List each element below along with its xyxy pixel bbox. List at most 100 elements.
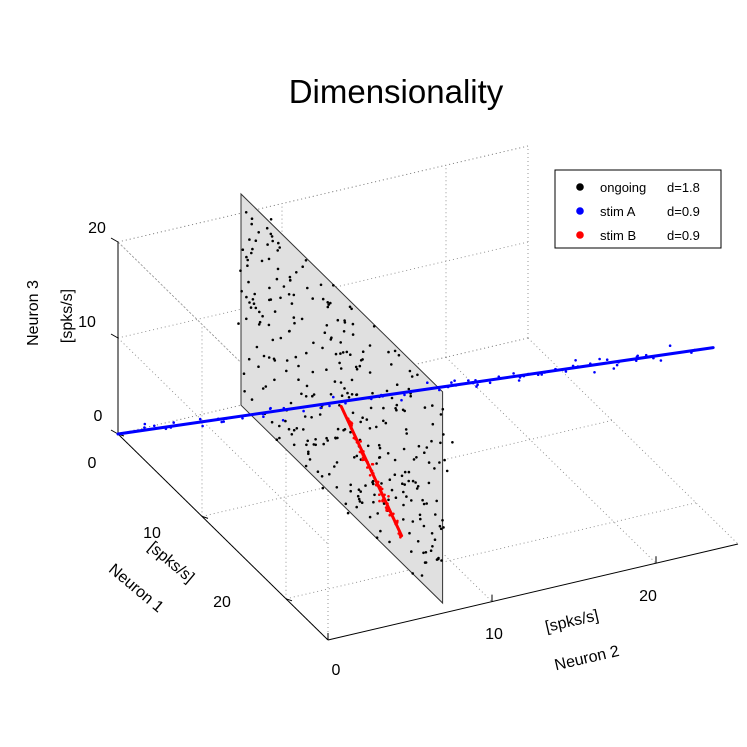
point-ongoing [416,485,420,488]
point-stim-a [636,354,639,358]
point-ongoing [372,325,376,328]
point-ongoing [395,408,398,412]
point-stim-a [319,406,323,410]
point-stim-a [153,424,156,428]
point-stim-a [564,370,568,373]
point-ongoing [250,251,253,255]
point-ongoing [326,439,330,442]
point-ongoing [356,494,360,498]
point-stim-b [368,474,372,477]
point-ongoing [359,420,363,424]
point-ongoing [349,483,353,487]
point-ongoing [312,443,316,446]
point-ongoing [257,231,261,234]
lines-layer [116,346,715,538]
points-layer [143,211,696,577]
point-ongoing [357,488,361,492]
point-ongoing [343,321,347,324]
point-ongoing [366,444,370,448]
point-ongoing [416,540,420,543]
point-ongoing [371,482,375,486]
point-ongoing [271,239,275,243]
point-ongoing [270,235,274,238]
point-ongoing [326,301,330,304]
point-stim-a [143,426,146,429]
point-stim-a [593,371,596,374]
z-tick-label-0: 0 [94,408,103,425]
point-ongoing [402,490,405,494]
point-ongoing [358,500,362,503]
point-ongoing [442,433,445,436]
point-ongoing [287,427,291,431]
grid-line-floor-x-20 [285,502,697,600]
point-ongoing [361,358,364,361]
point-ongoing [351,322,355,326]
point-ongoing [306,286,309,290]
point-stim-a [467,379,470,382]
point-stim-a [172,421,175,424]
point-ongoing [290,302,294,305]
x-axis-line [117,433,329,641]
y-axis-line [327,543,739,641]
legend-dim-ongoing: d=1.8 [667,180,700,195]
legend-marker-stim-a [576,207,584,215]
point-ongoing [427,481,431,485]
point-ongoing [351,333,355,336]
point-ongoing [241,248,245,251]
point-ongoing [282,285,286,288]
point-ongoing [289,401,293,405]
point-ongoing [247,357,251,361]
legend-dim-stim-b: d=0.9 [667,228,700,243]
point-ongoing [376,512,380,515]
point-ongoing [333,380,337,383]
point-stim-a [659,359,663,362]
x-tick-label-10: 10 [143,525,161,542]
point-ongoing [387,498,390,502]
point-stim-a [281,418,285,422]
point-ongoing [407,387,411,391]
point-ongoing [240,289,243,293]
point-ongoing [308,458,312,461]
point-ongoing [431,422,435,426]
point-ongoing [427,461,431,464]
point-ongoing [373,493,376,497]
point-ongoing [284,419,287,423]
point-ongoing [237,322,240,325]
point-stim-a [488,381,492,385]
legend-label-ongoing: ongoing [600,180,646,195]
point-ongoing [439,441,442,445]
point-ongoing [333,465,336,468]
point-ongoing [379,529,382,533]
x-tick-mark-10 [201,515,209,519]
point-ongoing [268,286,271,290]
point-ongoing [347,396,351,399]
point-ongoing [319,283,323,287]
point-ongoing [339,341,343,344]
point-ongoing [397,353,401,357]
point-ongoing [377,443,381,447]
point-ongoing [245,317,248,321]
x-axis-label: Neuron 1 [105,561,166,616]
point-ongoing [261,314,264,318]
point-ongoing [318,413,322,416]
point-ongoing [424,551,428,554]
point-ongoing [417,444,421,448]
point-ongoing [334,352,338,356]
point-ongoing [388,478,392,482]
point-ongoing [414,481,417,484]
point-ongoing [410,375,414,378]
point-ongoing [325,436,328,440]
point-ongoing [349,430,352,434]
point-ongoing [311,297,315,300]
point-ongoing [418,513,422,517]
point-ongoing [407,470,411,474]
point-ongoing [425,502,429,505]
point-ongoing [267,257,271,261]
point-stim-a [668,344,672,348]
point-ongoing [416,373,419,377]
point-ongoing [410,550,413,553]
point-stim-b [370,462,374,466]
point-ongoing [378,446,382,450]
